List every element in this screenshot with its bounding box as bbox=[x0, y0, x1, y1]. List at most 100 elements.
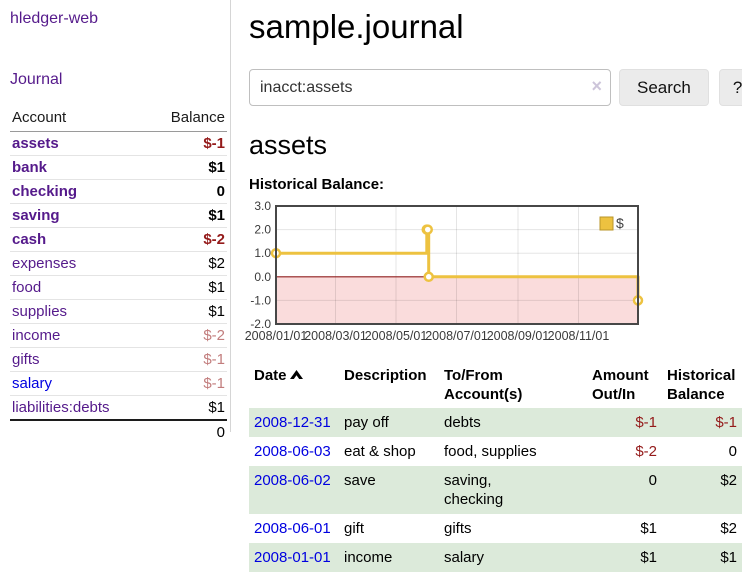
sidebar-account-balance: $1 bbox=[147, 155, 227, 180]
transaction-accounts: salary bbox=[444, 549, 485, 566]
balance-chart: $3.0 2.0 1.0 0.0 -1.0 -2.0 2008/01/01 2008/03/0… bbox=[245, 199, 649, 344]
y-axis-tick-label: 2.0 bbox=[254, 223, 271, 237]
transaction-balance: 0 bbox=[728, 443, 737, 460]
accounts-table: Account Balance assets $-1 bank $1 checking 0… bbox=[10, 106, 227, 444]
sidebar-account-link[interactable]: expenses bbox=[12, 255, 77, 272]
transaction-balance: $2 bbox=[720, 520, 737, 537]
account-row: assets $-1 bbox=[10, 132, 227, 156]
search-button[interactable]: Search bbox=[619, 69, 709, 106]
transaction-date-link[interactable]: 2008-06-02 bbox=[254, 472, 331, 489]
transaction-amount: $1 bbox=[640, 549, 657, 566]
sidebar-account-link[interactable]: saving bbox=[12, 207, 60, 224]
transaction-balance: $-1 bbox=[715, 414, 737, 431]
y-axis-tick-label: 1.0 bbox=[254, 246, 271, 260]
account-row: supplies $1 bbox=[10, 299, 227, 324]
account-heading: assets bbox=[249, 130, 328, 160]
register-header-balance: Historical Balance bbox=[667, 367, 736, 403]
accounts-header-account: Account bbox=[10, 106, 148, 132]
account-row: salary $-1 bbox=[10, 371, 227, 396]
search-input[interactable] bbox=[249, 69, 611, 106]
transaction-date-link[interactable]: 2008-06-03 bbox=[254, 443, 331, 460]
app-title-link[interactable]: hledger-web bbox=[10, 10, 99, 27]
register-header-row: Date Description To/From Account(s) Amou… bbox=[249, 362, 742, 408]
negative-region-fill bbox=[276, 276, 638, 324]
transaction-row: 2008-06-02 save saving, checking 0 $2 bbox=[249, 466, 742, 514]
sidebar-account-link[interactable]: income bbox=[12, 327, 61, 344]
register-header-date[interactable]: Date bbox=[249, 362, 339, 408]
sidebar-account-balance: $-2 bbox=[147, 227, 227, 252]
y-axis-tick-label: 0.0 bbox=[254, 270, 271, 284]
transaction-date-link[interactable]: 2008-01-01 bbox=[254, 549, 331, 566]
transaction-accounts: gifts bbox=[444, 520, 472, 537]
sidebar: hledger-web Journal Account Balance asse… bbox=[0, 0, 231, 444]
register-header-accounts: To/From Account(s) bbox=[444, 367, 523, 403]
transaction-row: 2008-06-03 eat & shop food, supplies $-2 0 bbox=[249, 437, 742, 466]
transaction-amount: $-1 bbox=[635, 414, 657, 431]
legend-swatch bbox=[599, 216, 614, 231]
register-header-amount: Amount Out/In bbox=[592, 367, 649, 403]
data-point-marker bbox=[423, 271, 434, 283]
sidebar-account-balance: $1 bbox=[147, 275, 227, 300]
sidebar-account-link[interactable]: assets bbox=[12, 135, 59, 152]
clear-search-icon[interactable]: × bbox=[591, 76, 602, 96]
sidebar-account-link[interactable]: gifts bbox=[12, 351, 40, 368]
account-row: saving $1 bbox=[10, 203, 227, 228]
data-point-marker bbox=[422, 224, 433, 235]
account-row: bank $1 bbox=[10, 155, 227, 180]
accounts-header-row: Account Balance bbox=[10, 106, 227, 132]
x-axis-tick-label: 2008/09/01 bbox=[487, 329, 550, 343]
plot-border bbox=[275, 205, 639, 325]
account-row: liabilities:debts $1 bbox=[10, 395, 227, 420]
transaction-date-link[interactable]: 2008-06-01 bbox=[254, 520, 331, 537]
transaction-description: eat & shop bbox=[344, 443, 416, 460]
sidebar-account-balance: $1 bbox=[147, 203, 227, 228]
account-row: expenses $2 bbox=[10, 251, 227, 276]
transaction-amount: $-2 bbox=[635, 443, 657, 460]
transaction-row: 2008-12-31 pay off debts $-1 $-1 bbox=[249, 408, 742, 437]
accounts-total-spacer bbox=[10, 419, 148, 444]
account-row: food $1 bbox=[10, 275, 227, 300]
sidebar-account-link[interactable]: salary bbox=[12, 375, 53, 392]
sidebar-account-link[interactable]: bank bbox=[12, 159, 48, 176]
y-axis-tick-label: -1.0 bbox=[250, 293, 271, 307]
search-input-wrap: × bbox=[249, 69, 611, 106]
transaction-description: pay off bbox=[344, 414, 389, 431]
search-bar: × Search ? bbox=[249, 69, 742, 106]
page-title: sample.journal bbox=[249, 8, 464, 45]
y-axis-tick-label: -2.0 bbox=[250, 317, 271, 331]
sidebar-account-link[interactable]: supplies bbox=[12, 303, 68, 320]
transaction-amount: $1 bbox=[640, 520, 657, 537]
accounts-total-row: 0 bbox=[10, 419, 227, 444]
accounts-total-balance: 0 bbox=[147, 419, 227, 444]
account-row: checking 0 bbox=[10, 179, 227, 204]
x-axis-tick-label: 2008/11/01 bbox=[548, 329, 610, 343]
sort-ascending-icon bbox=[289, 370, 303, 379]
accounts-header-balance: Balance bbox=[147, 106, 227, 132]
sidebar-account-balance: $-1 bbox=[203, 135, 225, 152]
sidebar-item-journal[interactable]: Journal bbox=[10, 71, 63, 88]
sidebar-account-balance: $-1 bbox=[147, 371, 227, 396]
sidebar-account-link[interactable]: food bbox=[12, 279, 42, 296]
sidebar-account-balance: $-2 bbox=[147, 323, 227, 348]
x-axis-tick-label: 2008/05/01 bbox=[365, 329, 428, 343]
sidebar-account-balance: $1 bbox=[147, 395, 227, 420]
main-content: sample.journal × Search ? assets Histori… bbox=[245, 0, 742, 572]
sidebar-account-balance: 0 bbox=[147, 179, 227, 204]
sidebar-account-balance: $2 bbox=[147, 251, 227, 276]
register-header-description: Description bbox=[344, 367, 427, 384]
sidebar-account-link[interactable]: cash bbox=[12, 231, 47, 248]
account-row: cash $-2 bbox=[10, 227, 227, 252]
transaction-row: 2008-01-01 income salary $1 $1 bbox=[249, 543, 742, 572]
sidebar-account-link[interactable]: liabilities:debts bbox=[12, 399, 110, 416]
account-row: gifts $-1 bbox=[10, 347, 227, 372]
transaction-accounts: debts bbox=[444, 414, 481, 431]
transaction-accounts: food, supplies bbox=[444, 443, 537, 460]
help-button[interactable]: ? bbox=[718, 69, 742, 106]
chart-heading: Historical Balance: bbox=[249, 176, 385, 193]
transaction-balance: $1 bbox=[720, 549, 737, 566]
transaction-row: 2008-06-01 gift gifts $1 $2 bbox=[249, 514, 742, 543]
transaction-accounts: saving, checking bbox=[444, 472, 504, 508]
transaction-date-link[interactable]: 2008-12-31 bbox=[254, 414, 331, 431]
sidebar-account-link[interactable]: checking bbox=[12, 183, 78, 200]
y-axis-tick-label: 3.0 bbox=[254, 199, 271, 213]
